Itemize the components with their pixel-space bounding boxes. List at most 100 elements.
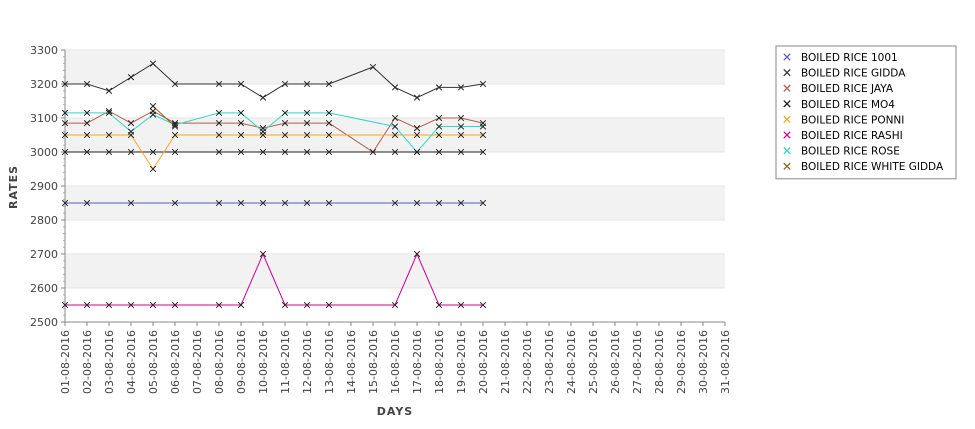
- marker-stroke: [171, 148, 179, 156]
- marker-stroke: [237, 119, 245, 127]
- data-point: [215, 199, 223, 207]
- legend-label: BOILED RICE GIDDA: [801, 68, 906, 80]
- series: [61, 148, 487, 156]
- data-point: [83, 199, 91, 207]
- legend-item: BOILED RICE MO4: [783, 99, 895, 111]
- x-axis-title: DAYS: [377, 405, 413, 418]
- marker-stroke: [303, 148, 311, 156]
- marker-stroke: [479, 148, 487, 156]
- legend-marker: [783, 100, 791, 108]
- marker-stroke: [391, 84, 399, 91]
- marker-stroke: [325, 199, 333, 207]
- marker-stroke: [237, 80, 245, 88]
- x-tick-label: 20-08-2016: [477, 330, 490, 394]
- data-point: [171, 131, 179, 139]
- marker-stroke: [237, 148, 245, 156]
- data-point: [435, 199, 443, 207]
- data-point: [61, 301, 69, 309]
- data-point: [413, 125, 421, 132]
- marker-stroke: [83, 109, 91, 117]
- marker-stroke: [325, 119, 333, 127]
- x-tick-label: 15-08-2016: [367, 330, 380, 394]
- marker-stroke: [391, 123, 399, 130]
- data-point: [215, 119, 223, 127]
- data-point: [435, 84, 443, 91]
- marker-stroke: [413, 131, 421, 139]
- series-line: [65, 110, 484, 153]
- data-point: [325, 109, 333, 117]
- data-point: [479, 301, 487, 309]
- data-point: [303, 199, 311, 207]
- marker-stroke: [391, 199, 399, 207]
- marker-stroke: [457, 123, 465, 130]
- marker-stroke: [149, 301, 157, 309]
- data-point: [237, 80, 245, 88]
- data-point: [215, 109, 223, 117]
- data-point: [83, 109, 91, 117]
- data-point: [171, 199, 179, 207]
- marker-stroke: [479, 80, 487, 88]
- x-tick-label: 21-08-2016: [499, 330, 512, 394]
- marker-stroke: [457, 199, 465, 207]
- data-point: [83, 80, 91, 88]
- x-tick-label: 13-08-2016: [323, 330, 336, 394]
- legend-item: BOILED RICE WHITE GIDDA: [783, 161, 944, 173]
- data-point: [325, 80, 333, 88]
- marker-stroke: [83, 199, 91, 207]
- data-point: [127, 301, 135, 309]
- marker-stroke: [413, 199, 421, 207]
- marker-stroke: [237, 301, 245, 309]
- data-point: [127, 148, 135, 156]
- data-point: [435, 123, 443, 130]
- marker-stroke: [457, 131, 465, 139]
- data-point: [61, 109, 69, 117]
- x-tick-label: 24-08-2016: [565, 330, 578, 394]
- marker-stroke: [215, 119, 223, 127]
- x-tick-label: 26-08-2016: [609, 330, 622, 394]
- legend-marker: [783, 162, 791, 170]
- data-point: [281, 301, 289, 309]
- data-point: [413, 94, 421, 101]
- marker-stroke: [259, 94, 267, 101]
- data-point: [149, 60, 157, 67]
- legend-marker: [783, 53, 791, 61]
- marker-stroke: [413, 125, 421, 132]
- data-point: [479, 199, 487, 207]
- data-point: [61, 131, 69, 139]
- data-point: [391, 123, 399, 130]
- series-line: [152, 105, 176, 127]
- legend-item: BOILED RICE ROSE: [783, 146, 900, 158]
- marker-stroke: [413, 148, 421, 156]
- data-point: [325, 148, 333, 156]
- data-point: [325, 131, 333, 139]
- y-tick-label: 2500: [30, 316, 58, 329]
- x-tick-label: 06-08-2016: [169, 330, 182, 394]
- marker-stroke: [413, 94, 421, 101]
- marker-stroke: [281, 109, 289, 117]
- y-tick-label: 2700: [30, 248, 58, 261]
- data-point: [369, 63, 377, 71]
- marker-stroke: [237, 109, 245, 117]
- y-tick-label: 3300: [30, 44, 58, 57]
- y-axis-title: RATES: [7, 165, 20, 209]
- data-point: [259, 250, 267, 258]
- y-axis: 2500 2600 2700 2800 2900 3000 3100 3200 3300: [30, 44, 66, 329]
- data-point: [413, 250, 421, 258]
- data-point: [127, 199, 135, 207]
- marker-stroke: [61, 119, 69, 127]
- series-line: [65, 62, 484, 99]
- marker-stroke: [259, 199, 267, 207]
- marker-stroke: [457, 301, 465, 309]
- data-point: [105, 131, 113, 139]
- marker-stroke: [127, 148, 135, 156]
- marker-stroke: [435, 123, 443, 130]
- legend-label: BOILED RICE RASHI: [801, 130, 903, 142]
- y-tick-label: 2800: [30, 214, 58, 227]
- marker-stroke: [171, 301, 179, 309]
- marker-stroke: [413, 250, 421, 258]
- data-point: [149, 301, 157, 309]
- data-point: [215, 80, 223, 88]
- data-point: [281, 80, 289, 88]
- data-point: [237, 131, 245, 139]
- data-point: [237, 119, 245, 127]
